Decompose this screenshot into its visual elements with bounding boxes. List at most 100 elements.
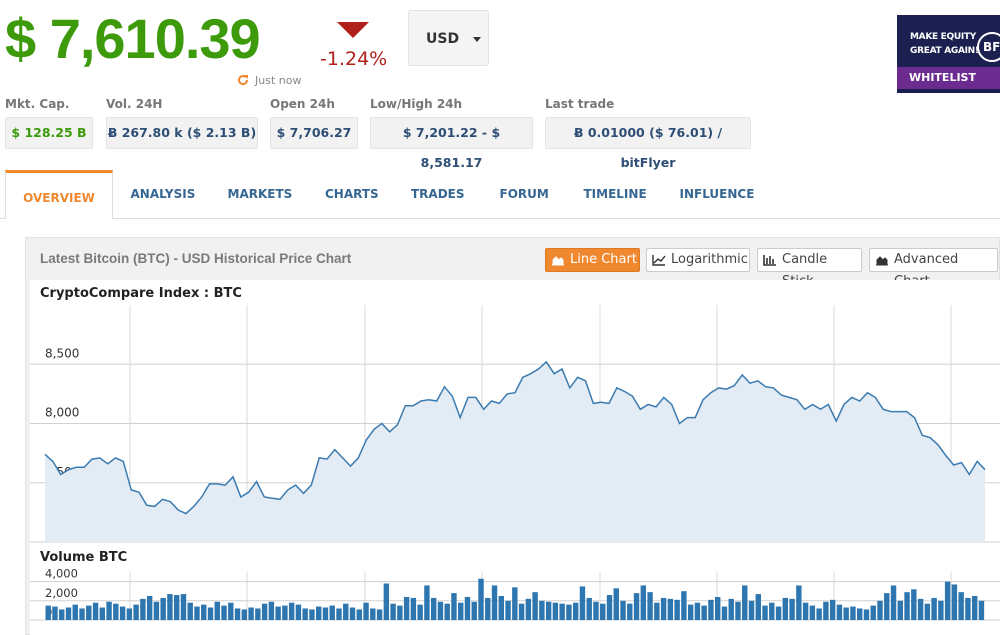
volume-bar — [478, 578, 484, 620]
volume-bar — [173, 595, 180, 620]
volume-bar — [343, 603, 349, 620]
volume-bar — [417, 604, 423, 620]
volume-bar — [681, 591, 687, 620]
tab[interactable]: TRADES — [411, 187, 465, 201]
volume-bar — [748, 600, 755, 620]
stat-label: Open 24h — [270, 97, 335, 111]
volume-bar — [322, 607, 329, 620]
volume-bar — [485, 597, 491, 620]
panel-title: Latest Bitcoin (BTC) - USD Historical Pr… — [40, 251, 352, 266]
volume-bar — [309, 609, 315, 620]
tab[interactable]: CHARTS — [325, 187, 379, 201]
volume-bar — [187, 602, 193, 620]
volume-bar — [944, 581, 951, 620]
volume-bar — [647, 592, 653, 620]
volume-bar — [424, 585, 430, 620]
currency-dropdown[interactable]: USD — [408, 10, 489, 66]
volume-bar — [180, 594, 187, 620]
volume-bar — [701, 605, 707, 620]
volume-bar — [667, 598, 674, 620]
volume-bar — [762, 605, 768, 620]
ad-banner[interactable]: MAKE EQUITY GREAT AGAIN! BF WHITELIST NO… — [897, 15, 1000, 93]
volume-bar — [775, 606, 782, 620]
volume-bar — [207, 607, 214, 620]
tab[interactable]: OVERVIEW — [5, 170, 113, 219]
volume-bar — [924, 603, 931, 620]
y-tick-label: 8,000 — [45, 406, 79, 420]
volume-bar — [160, 597, 166, 620]
stat-value: $ 7,706.27 — [270, 117, 358, 149]
volume-bar — [877, 600, 883, 620]
volume-bar — [532, 592, 538, 620]
chart-button[interactable]: Logarithmic — [646, 248, 750, 272]
chart-title: CryptoCompare Index : BTC — [40, 286, 242, 301]
tab[interactable]: FORUM — [499, 187, 549, 201]
volume-bar — [106, 601, 112, 620]
volume-bar — [911, 589, 917, 620]
volume-bar — [654, 602, 660, 620]
updated-time: Just now — [255, 74, 302, 87]
tab[interactable]: ANALYSIS — [130, 187, 196, 201]
volume-bar — [978, 600, 985, 620]
volume-bar — [99, 607, 106, 620]
volume-bar — [742, 585, 748, 620]
chart-button[interactable]: Candle Stick — [757, 248, 862, 289]
volume-bar — [248, 607, 254, 620]
volume-bar — [336, 608, 342, 620]
ad-text: MAKE EQUITY — [910, 32, 976, 42]
volume-bar — [721, 606, 728, 620]
volume-bar — [687, 604, 694, 620]
price: $ 7,610.39 — [5, 7, 261, 70]
stat-value: $ 7,201.22 - $ 8,581.17 — [370, 117, 533, 170]
stat-label: Low/High 24h — [370, 97, 463, 111]
volume-bar — [241, 609, 248, 620]
volume-bar — [850, 606, 856, 620]
volume-bar — [586, 597, 592, 620]
tab[interactable]: MARKETS — [227, 187, 293, 201]
volume-bar — [857, 608, 863, 620]
button-label: Line Chart — [570, 252, 637, 267]
volume-bar — [221, 605, 227, 620]
area-fill — [45, 361, 985, 542]
volume-bar — [288, 602, 295, 620]
volume-bar — [931, 597, 937, 620]
volume-bar — [72, 604, 78, 620]
volume-bar — [620, 600, 626, 620]
volume-bar — [884, 593, 890, 620]
volume-bar — [755, 594, 761, 620]
ad-logo: BF — [977, 32, 1000, 62]
volume-bar — [316, 606, 322, 620]
volume-bar — [694, 602, 701, 620]
down-arrow — [337, 22, 369, 38]
volume-bar — [938, 600, 944, 620]
volume-bar — [566, 604, 572, 620]
volume-bar — [897, 600, 903, 620]
chart-title: Volume BTC — [40, 550, 127, 565]
tab[interactable]: TIMELINE — [583, 187, 647, 201]
volume-bar — [545, 601, 552, 620]
volume-bar — [444, 603, 450, 620]
tab[interactable]: INFLUENCE — [679, 187, 755, 201]
stat-value: Ƀ 267.80 k ($ 2.13 B) — [106, 117, 258, 149]
tab-bar — [0, 170, 1000, 219]
price-line — [44, 360, 986, 515]
volume-bar — [146, 596, 153, 620]
volume-bar — [539, 600, 545, 620]
volume-bar — [329, 605, 335, 620]
volume-bar — [126, 608, 133, 620]
volume-bar — [498, 596, 505, 620]
volume-bar — [870, 605, 876, 620]
chart-button[interactable]: Advanced Chart — [869, 248, 998, 289]
volume-bar — [59, 609, 65, 620]
ad-cta[interactable]: WHITELIST NOW — [897, 67, 1000, 89]
volume-bar — [295, 604, 302, 620]
volume-bar — [735, 601, 741, 620]
ad-text: GREAT AGAIN! — [910, 46, 979, 56]
volume-bar — [92, 602, 99, 620]
volume-bar — [579, 586, 586, 620]
chart-button[interactable]: Line Chart — [545, 248, 640, 272]
volume-bar — [714, 596, 721, 620]
volume-bar — [302, 608, 308, 620]
volume-bar — [383, 583, 390, 620]
volume-bar — [904, 592, 910, 620]
